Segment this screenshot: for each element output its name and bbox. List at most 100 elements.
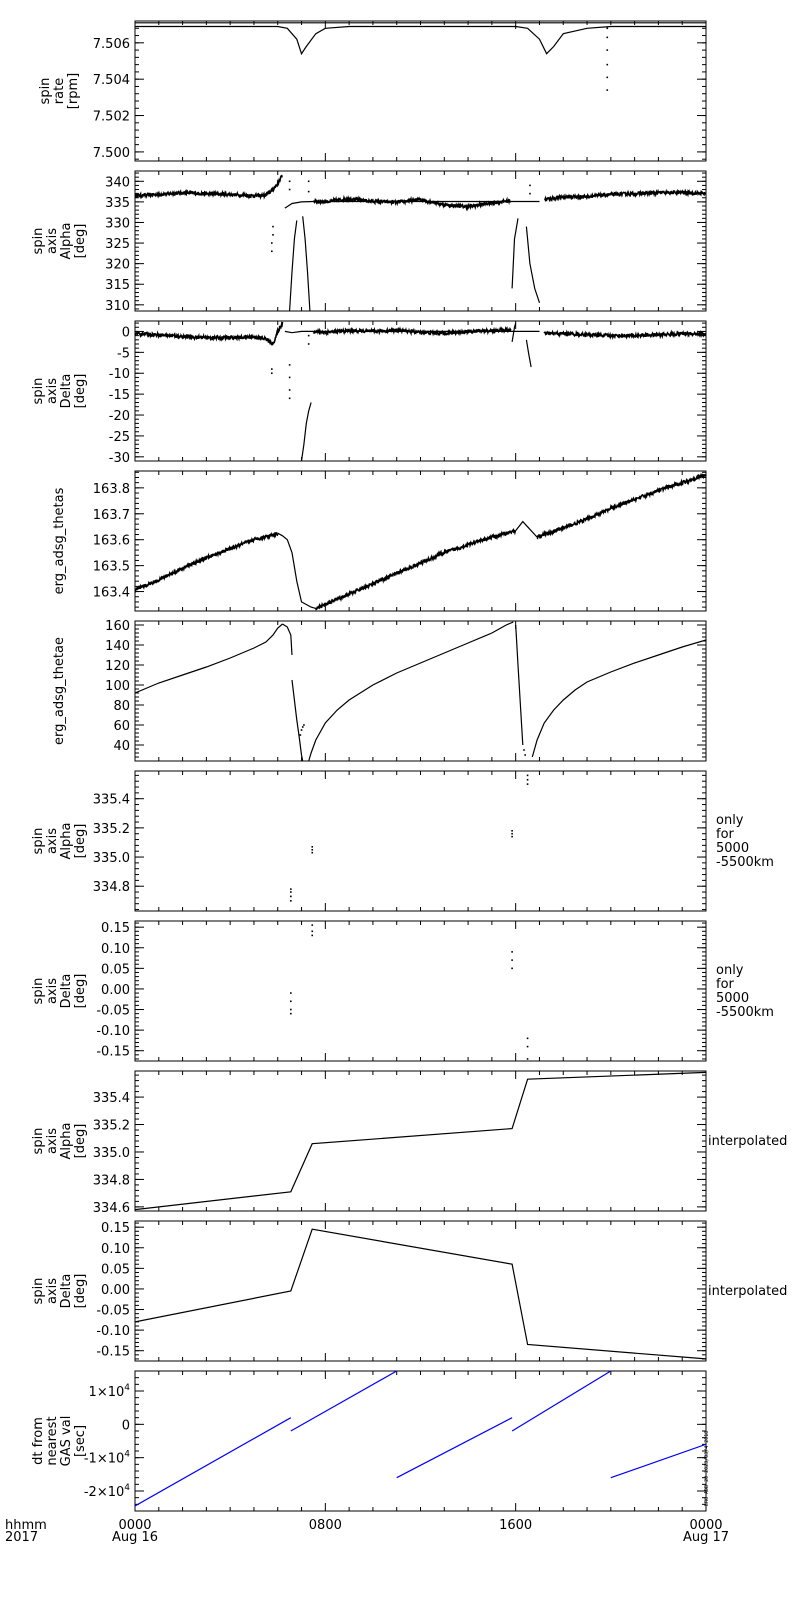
y-tick-label: 315 — [105, 278, 130, 293]
data-point — [311, 846, 314, 848]
panel-frame — [134, 1220, 707, 1362]
y-axis-label: Alpha — [59, 1123, 74, 1160]
data-point — [526, 774, 529, 777]
y-axis-label: [deg] — [73, 1274, 88, 1309]
y-axis-label: erg_adsg_thetae — [52, 637, 67, 745]
y-tick-label: 7.504 — [93, 73, 130, 88]
y-tick-label: 0.00 — [101, 983, 130, 998]
y-tick-label: 0.10 — [101, 942, 130, 957]
panel-note: interpolated — [708, 1284, 787, 1299]
panel-frame — [134, 1370, 707, 1512]
data-point — [511, 829, 513, 832]
panel-frame — [134, 470, 707, 612]
y-tick-label: 0 — [122, 1418, 130, 1433]
y-tick-label: 334.8 — [93, 880, 130, 895]
data-point — [526, 1037, 529, 1040]
data-point — [606, 36, 609, 39]
panel-note: only — [716, 813, 744, 828]
y-axis-label: erg_adsg_thetas — [52, 487, 67, 594]
series-line — [525, 226, 541, 303]
series-line — [610, 1443, 706, 1479]
data-point — [271, 368, 273, 370]
series-line — [312, 194, 512, 212]
y-tick-label: 163.6 — [93, 534, 130, 549]
y-axis-label: Alpha — [59, 223, 74, 260]
panel-2: 310 315 320 325 330 335 340 spin axis Alpha [deg] — [31, 170, 707, 314]
y-tick-label: 7.500 — [93, 146, 130, 161]
y-tick-label: 0.15 — [101, 1221, 130, 1236]
y-tick-label: 0.15 — [101, 921, 130, 936]
panel-frame — [134, 920, 707, 1062]
panel-frame — [134, 1070, 707, 1212]
y-tick-label: 335.4 — [93, 1091, 130, 1106]
y-axis-label: [deg] — [73, 974, 88, 1009]
panel-data — [135, 472, 706, 611]
panel-frame — [134, 20, 707, 162]
series-line — [135, 531, 279, 593]
series-line — [544, 188, 706, 203]
panel-10: -2×104 -1×104 0 1×104 dt from nearest GAS val[… — [31, 1370, 710, 1512]
data-point — [290, 1012, 292, 1015]
panel-note: for — [716, 977, 735, 992]
y-axis-label: spin — [31, 978, 46, 1005]
y-axis-label: spin — [31, 828, 46, 855]
y-axis-label: spin — [31, 228, 46, 255]
series-line — [536, 472, 706, 540]
y-axis-label: [sec] — [73, 1425, 88, 1457]
data-point — [271, 372, 273, 375]
panel-6: 334.8 335.0 335.2 335.4 spin axis Alpha [deg] on… — [31, 770, 774, 912]
panel-note: only — [716, 963, 744, 978]
y-axis-label: axis — [45, 1128, 60, 1154]
data-point — [311, 930, 314, 933]
series-line — [135, 25, 706, 56]
data-point — [511, 832, 513, 835]
y-tick-label: 7.502 — [93, 110, 130, 125]
y-tick-label: 7.506 — [93, 37, 130, 52]
panel-8: 334.6 334.8 335.0 335.2 335.4 spin axis Alpha [d… — [31, 1070, 787, 1216]
series-line — [302, 216, 311, 311]
x-tick-label: 0000 — [118, 1518, 151, 1533]
data-point — [290, 899, 292, 902]
data-point — [526, 1058, 529, 1060]
y-axis-label: [deg] — [73, 1124, 88, 1159]
data-point — [288, 180, 291, 183]
data-point — [311, 848, 314, 851]
y-tick-label: 80 — [113, 699, 130, 714]
y-axis-label: [rpm] — [66, 73, 81, 109]
y-axis-label: nearest — [45, 1416, 60, 1465]
data-point — [288, 188, 291, 191]
data-point — [301, 726, 304, 728]
series-line — [515, 520, 538, 538]
data-point — [288, 397, 291, 400]
y-axis-label: Delta — [59, 374, 74, 409]
y-axis-label: axis — [45, 828, 60, 854]
panel-note: -5500km — [716, 1005, 774, 1020]
data-point — [288, 364, 291, 366]
y-axis-label: Alpha — [59, 823, 74, 860]
data-point — [529, 184, 531, 187]
y-tick-label: 335.2 — [93, 822, 130, 837]
data-point — [290, 891, 292, 893]
data-point — [523, 749, 525, 751]
panel-9: -0.15 -0.10 -0.05 0.00 0.05 0.10 0.15 spin axis D… — [31, 1220, 787, 1362]
x-axis-row-label: hhmm — [5, 1518, 47, 1533]
y-tick-label: -15 — [109, 388, 130, 403]
y-axis-label: Delta — [59, 1274, 74, 1309]
y-axis-label: axis — [45, 378, 60, 404]
panel-frame — [134, 620, 707, 762]
data-point — [311, 924, 314, 926]
data-point — [288, 389, 291, 391]
panel-data — [135, 1371, 706, 1507]
panel-note: -5500km — [716, 855, 774, 870]
data-point — [526, 1045, 529, 1048]
data-point — [272, 234, 274, 236]
data-point — [606, 76, 609, 79]
y-tick-label: 120 — [105, 659, 130, 674]
panel-data — [135, 621, 706, 761]
y-tick-label: 320 — [105, 258, 130, 273]
data-point — [311, 934, 314, 937]
series-line — [543, 329, 706, 341]
series-line — [290, 1371, 397, 1432]
